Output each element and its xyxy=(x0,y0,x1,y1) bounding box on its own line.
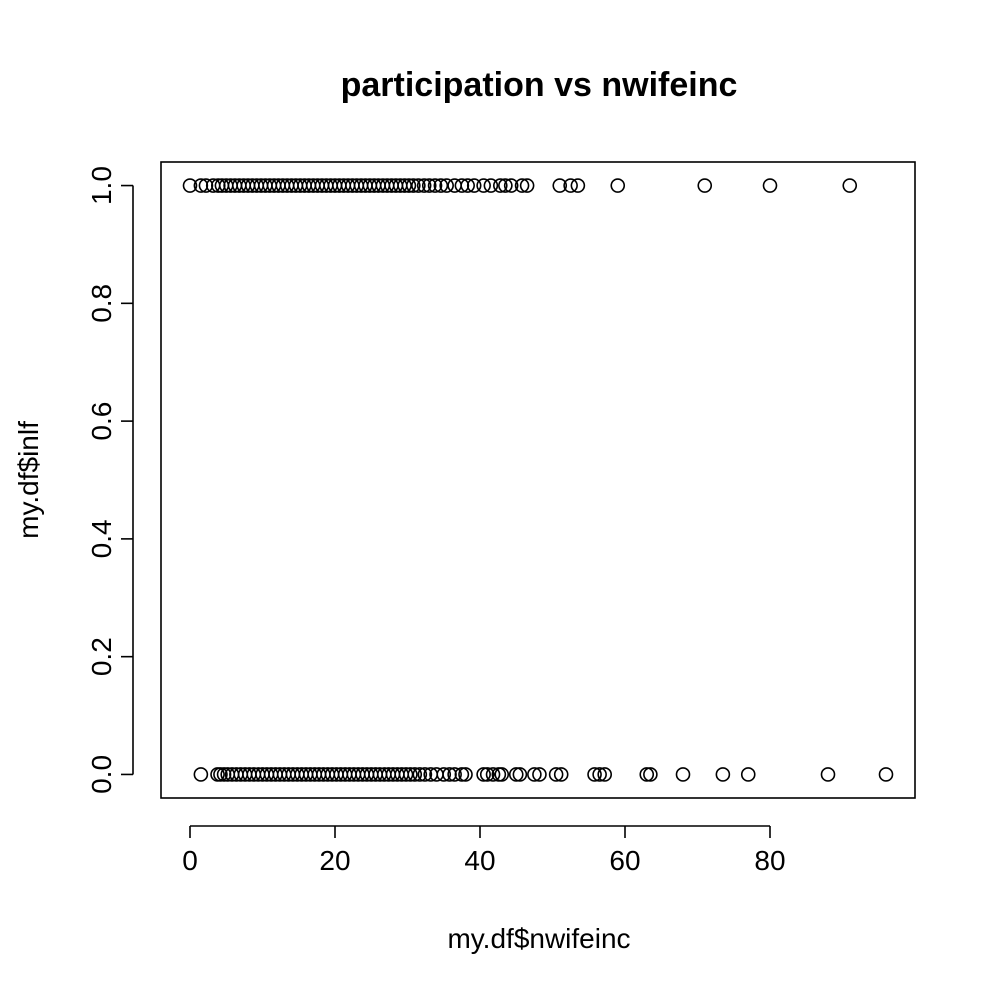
data-point xyxy=(182,178,198,193)
y-tick-label: 0.8 xyxy=(86,284,117,323)
data-point xyxy=(514,178,530,193)
data-point xyxy=(479,767,495,782)
data-point xyxy=(458,767,473,782)
data-point xyxy=(411,178,426,193)
data-point xyxy=(460,178,475,193)
data-point xyxy=(842,178,858,193)
x-axis-label: my.df$nwifeinc xyxy=(447,923,630,954)
data-point xyxy=(527,767,542,782)
data-point xyxy=(494,767,510,782)
data-point xyxy=(587,767,602,782)
y-tick-label: 0.2 xyxy=(86,637,117,676)
data-point xyxy=(421,178,437,193)
data-point xyxy=(519,178,535,193)
y-tick-label: 1.0 xyxy=(86,166,117,205)
data-point xyxy=(675,767,691,782)
plot-area xyxy=(160,161,916,799)
data-point xyxy=(401,178,417,193)
data-point xyxy=(697,178,713,193)
data-point xyxy=(412,767,428,782)
data-point xyxy=(492,178,508,193)
data-point xyxy=(762,178,778,193)
data-point xyxy=(643,767,658,782)
y-tick-label: 0.0 xyxy=(86,755,117,794)
chart-title: participation vs nwifeinc xyxy=(341,66,738,104)
data-point xyxy=(548,767,564,782)
data-point xyxy=(878,767,894,782)
data-point xyxy=(476,178,491,193)
data-point xyxy=(403,767,418,782)
data-point xyxy=(498,178,513,193)
x-tick-label: 0 xyxy=(182,845,198,876)
data-point xyxy=(512,767,528,782)
data-point xyxy=(553,767,569,782)
data-point xyxy=(597,767,613,782)
x-tick-label: 20 xyxy=(319,845,350,876)
data-point xyxy=(820,767,836,782)
data-point xyxy=(427,178,443,193)
data-point xyxy=(439,178,454,193)
data-points xyxy=(182,178,894,782)
x-tick-label: 60 xyxy=(609,845,640,876)
y-tick-label: 0.4 xyxy=(86,519,117,558)
data-point xyxy=(407,767,423,782)
data-point xyxy=(570,178,586,193)
data-point xyxy=(740,767,756,782)
data-point xyxy=(715,767,731,782)
data-point xyxy=(592,767,607,782)
data-point xyxy=(485,767,501,782)
data-point xyxy=(454,767,470,782)
data-point xyxy=(552,178,568,193)
x-tick-label: 40 xyxy=(464,845,495,876)
data-point xyxy=(532,767,547,782)
data-point xyxy=(503,178,519,193)
data-point xyxy=(563,178,578,193)
data-point xyxy=(405,178,421,193)
data-point xyxy=(476,767,491,782)
data-point xyxy=(417,767,433,782)
x-axis: 0 20 40 60 80 xyxy=(182,825,786,876)
y-axis: 0.0 0.2 0.4 0.6 0.8 1.0 xyxy=(86,166,134,794)
data-point xyxy=(466,178,482,193)
y-axis-label: my.df$inlf xyxy=(13,421,44,539)
data-point xyxy=(193,767,209,782)
data-point xyxy=(508,767,524,782)
data-point xyxy=(483,178,499,193)
data-point xyxy=(610,178,626,193)
data-point xyxy=(213,767,228,782)
data-point xyxy=(447,767,462,782)
data-point xyxy=(416,178,432,193)
x-tick-label: 80 xyxy=(754,845,785,876)
y-tick-label: 0.6 xyxy=(86,402,117,441)
data-point xyxy=(436,767,452,782)
data-point xyxy=(639,767,655,782)
